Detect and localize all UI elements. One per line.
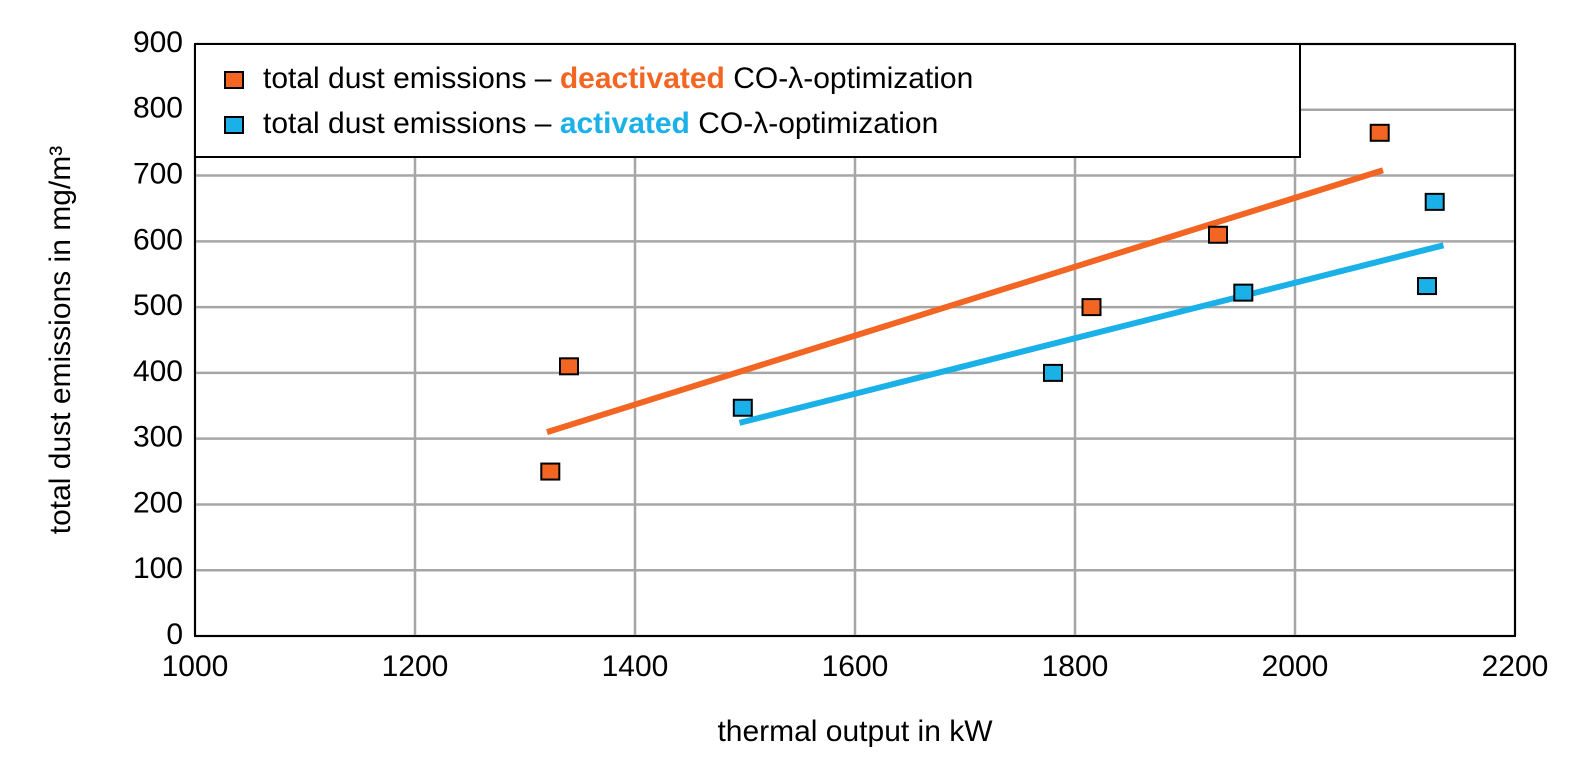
y-tick-label: 400 <box>133 355 183 388</box>
legend-text: CO-λ-optimization <box>725 62 973 95</box>
legend-text: activated <box>560 107 690 140</box>
marker <box>1043 363 1063 382</box>
y-tick-label: 300 <box>133 421 183 454</box>
trend-line <box>546 167 1384 435</box>
x-tick-label: 1800 <box>1042 650 1109 683</box>
marker <box>1369 123 1390 142</box>
legend-box <box>194 43 1301 158</box>
x-tick-label: 2200 <box>1482 650 1549 683</box>
marker <box>1424 192 1445 211</box>
legend-text: total dust emissions – <box>263 62 560 95</box>
legend-label: total dust emissions – deactivated CO-λ-… <box>263 62 973 95</box>
y-tick-label: 200 <box>133 486 183 519</box>
legend-text: total dust emissions – <box>263 107 560 140</box>
trend-line <box>738 242 1445 426</box>
legend-marker <box>224 116 244 134</box>
legend-text: deactivated <box>560 62 725 95</box>
y-tick-label: 0 <box>166 618 183 651</box>
x-tick-label: 1200 <box>382 650 449 683</box>
legend-marker <box>224 71 244 89</box>
marker <box>1081 298 1102 317</box>
x-tick-label: 2000 <box>1262 650 1329 683</box>
x-tick-label: 1400 <box>602 650 669 683</box>
x-axis-label: thermal output in kW <box>717 715 993 748</box>
y-axis-label: total dust emissions in mg/m³ <box>44 146 77 534</box>
legend-label: total dust emissions – activated CO-λ-op… <box>263 107 938 140</box>
marker <box>540 462 561 481</box>
y-tick-label: 900 <box>133 26 183 59</box>
marker <box>1417 277 1437 296</box>
y-tick-label: 500 <box>133 289 183 322</box>
marker <box>559 357 579 376</box>
legend-text: CO-λ-optimization <box>690 107 938 140</box>
marker <box>1233 283 1254 302</box>
y-tick-label: 600 <box>133 223 183 256</box>
x-tick-label: 1000 <box>162 650 229 683</box>
marker <box>732 398 753 417</box>
y-tick-label: 800 <box>133 92 183 125</box>
marker <box>1208 225 1228 244</box>
x-tick-label: 1600 <box>822 650 889 683</box>
y-tick-label: 100 <box>133 552 183 585</box>
y-tick-label: 700 <box>133 157 183 190</box>
